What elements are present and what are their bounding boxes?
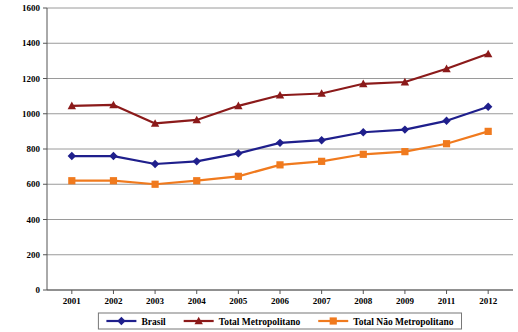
- y-tick-label: 1400: [22, 38, 41, 48]
- x-tick: [238, 290, 239, 294]
- y-tick-label: 400: [27, 215, 41, 225]
- legend-label: Total Metropolitano: [219, 317, 301, 327]
- point: [193, 157, 201, 165]
- x-tick: [280, 290, 281, 294]
- x-tick: [113, 290, 114, 294]
- x-tick-label: 2012: [479, 296, 498, 306]
- y-tick-label: 1600: [22, 3, 41, 13]
- x-tick: [404, 290, 405, 294]
- point: [276, 91, 284, 99]
- point: [109, 152, 117, 160]
- point: [485, 128, 492, 135]
- x-tick-label: 2011: [438, 296, 456, 306]
- point: [317, 136, 325, 144]
- grid-line: [47, 113, 513, 114]
- grid-line: [47, 219, 513, 220]
- point: [317, 89, 325, 97]
- x-tick: [321, 290, 322, 294]
- point: [276, 139, 284, 147]
- x-tick-label: 2008: [354, 296, 373, 306]
- point: [401, 148, 408, 155]
- legend-label: Brasil: [141, 317, 166, 327]
- point: [193, 177, 200, 184]
- chart: 0 200 400 600 800 1000 1200 1400 1600 2001 2002 200…: [0, 0, 518, 332]
- point: [109, 101, 117, 109]
- y-tick-label: 200: [27, 250, 41, 260]
- point: [234, 102, 242, 110]
- legend-item: Brasil: [106, 317, 166, 327]
- y-tick: [43, 219, 47, 220]
- series-line: [72, 131, 488, 184]
- legend: Brasil Total Metropolitano Total Não Metro…: [98, 313, 461, 329]
- y-tick: [43, 43, 47, 44]
- point: [360, 151, 367, 158]
- y-tick: [43, 184, 47, 185]
- grid-line: [47, 254, 513, 255]
- grid-line: [47, 78, 513, 79]
- point: [151, 181, 158, 188]
- x-tick: [446, 290, 447, 294]
- x-tick: [196, 290, 197, 294]
- y-tick-label: 1200: [22, 74, 41, 84]
- grid-line: [47, 8, 513, 9]
- point: [68, 102, 76, 110]
- point: [484, 103, 492, 111]
- y-tick-label: 0: [36, 285, 41, 295]
- point: [110, 177, 117, 184]
- legend-item: Total Não Metropolitano: [318, 317, 454, 327]
- y-tick-label: 800: [27, 144, 41, 154]
- x-tick: [71, 290, 72, 294]
- grid-line: [47, 149, 513, 150]
- x-tick: [155, 290, 156, 294]
- point: [151, 160, 159, 168]
- point: [151, 119, 159, 127]
- point: [359, 128, 367, 136]
- legend-item: Total Metropolitano: [184, 317, 301, 327]
- legend-marker: [330, 317, 337, 324]
- point: [442, 117, 450, 125]
- point: [401, 78, 409, 86]
- x-tick-label: 2006: [271, 296, 290, 306]
- point: [442, 65, 450, 73]
- legend-label: Total Não Metropolitano: [353, 317, 454, 327]
- y-tick: [43, 78, 47, 79]
- point: [235, 173, 242, 180]
- legend-box: [98, 313, 461, 329]
- x-tick-label: 2004: [188, 296, 207, 306]
- point: [359, 80, 367, 88]
- point: [276, 161, 283, 168]
- x-tick: [363, 290, 364, 294]
- grid-line: [47, 43, 513, 44]
- y-tick: [43, 113, 47, 114]
- y-tick: [43, 149, 47, 150]
- legend-marker: [194, 317, 202, 325]
- point: [318, 158, 325, 165]
- x-tick: [488, 290, 489, 294]
- point: [193, 116, 201, 124]
- y-tick-label: 1000: [22, 109, 41, 119]
- point: [484, 50, 492, 58]
- y-tick: [43, 290, 47, 291]
- x-tick-label: 2002: [104, 296, 123, 306]
- point: [68, 177, 75, 184]
- plot-area: [68, 50, 493, 188]
- y-axis: [47, 8, 48, 290]
- x-tick-label: 2007: [313, 296, 332, 306]
- y-tick: [43, 254, 47, 255]
- point: [68, 152, 76, 160]
- point: [443, 140, 450, 147]
- point: [401, 125, 409, 133]
- x-tick-label: 2009: [396, 296, 415, 306]
- y-tick-label: 600: [27, 179, 41, 189]
- x-tick-label: 2005: [229, 296, 248, 306]
- y-tick: [43, 8, 47, 9]
- x-tick-label: 2003: [146, 296, 165, 306]
- series-line: [72, 54, 488, 124]
- legend-marker: [117, 317, 125, 325]
- point: [234, 149, 242, 157]
- x-tick-label: 2001: [63, 296, 82, 306]
